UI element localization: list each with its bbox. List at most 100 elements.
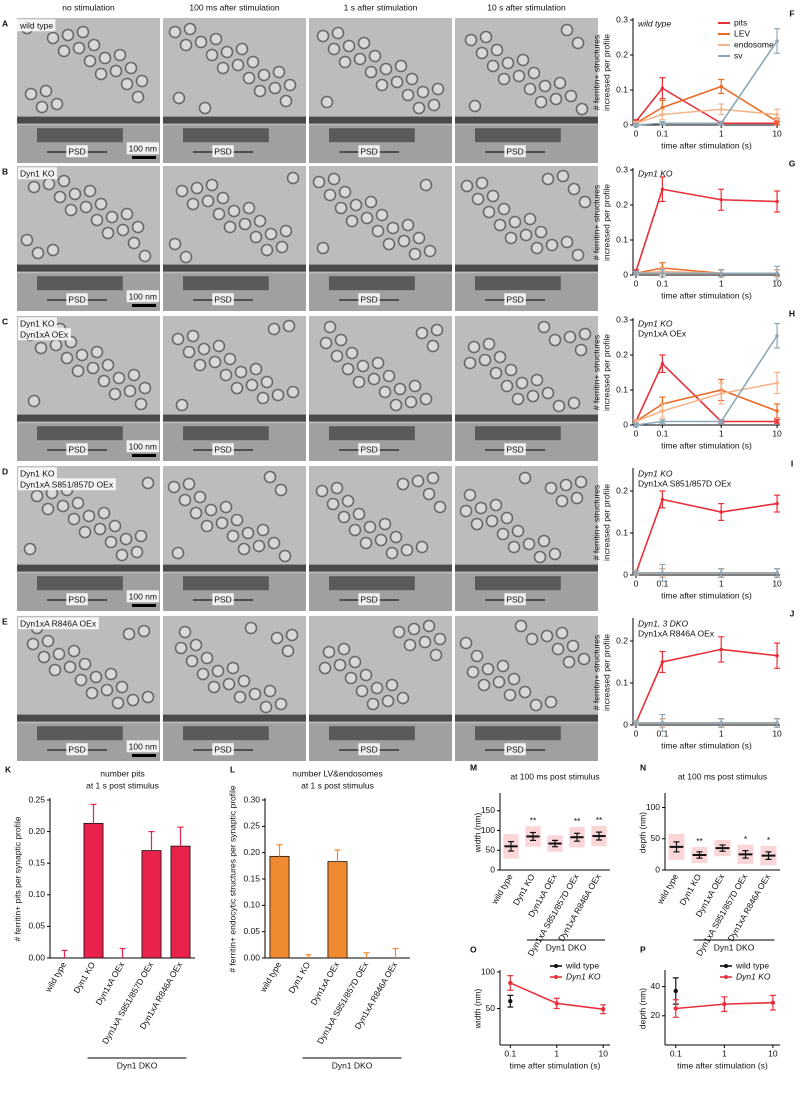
psd-label: PSD [506,294,523,304]
vesicle [555,626,569,640]
point [673,988,678,994]
vesicle [426,339,440,353]
y-tick-label: 0.2 [616,49,628,59]
vesicle [233,690,247,704]
vesicle [316,29,330,43]
label-background [66,593,88,606]
label-background [66,293,88,306]
vesicle [197,342,211,356]
vesicle [253,84,267,98]
vesicle [511,524,525,538]
panel-letter: G [789,158,796,168]
label-background [504,145,526,158]
vesicle [378,385,392,399]
x-tick-label: 10 [772,128,782,138]
vesicle [205,48,219,62]
bar [327,861,348,959]
vesicle [496,527,510,541]
vesicle [263,684,277,698]
group-label: Dyn1 DKO [714,942,755,952]
vesicle [104,535,118,549]
vesicle [98,51,112,65]
x-tick-label: 1 [719,728,724,738]
vesicle [549,92,563,106]
membrane [17,714,160,722]
label-background [126,290,159,303]
vesicle [56,499,70,513]
group-label: Dyn1 DKO [546,942,587,952]
vesicle [204,503,218,517]
vesicle [359,536,373,550]
series-line [635,335,778,426]
postsynapse [475,426,561,441]
genotype-label: Dyn1 KO [20,318,55,328]
membrane [163,414,306,422]
y-tick-label: 0.1 [616,84,628,94]
vesicle [486,189,500,203]
vesicle [61,28,75,42]
vesicle [389,398,403,412]
vesicle [427,98,441,112]
legend-label: Dyn1 KO [736,971,771,981]
point [660,419,665,424]
x-tick-label: Dyn1 KO [286,960,312,995]
y-axis-label: # ferritin+ structures [591,35,601,110]
vesicle [564,89,578,103]
membrane [17,414,160,422]
vesicle [419,178,433,192]
panel-letter: I [791,458,793,468]
vesicle [135,74,149,88]
vesicle [344,671,358,685]
bar [170,845,191,959]
point [508,980,513,986]
vesicle [475,46,489,60]
vesicle [375,208,389,222]
label-background [212,593,234,606]
point [660,112,665,117]
label-background [504,743,526,756]
vesicle [381,694,395,708]
vesicle [481,662,495,676]
vesicle [83,184,97,198]
label-background [504,293,526,306]
y-axis-label: # ferritin+ endocytic structures per syn… [227,785,237,973]
vesicle [378,517,392,531]
y-tick-label: 0.3 [616,14,628,24]
vesicle [334,333,348,347]
scale-bar-label: 100 nm [129,591,157,601]
vesicle [39,84,53,98]
vesicle [242,201,256,215]
vesicle [208,355,222,369]
subtitle: Dyn1xA S851/857D OEx [638,478,732,488]
vesicle [209,32,223,46]
vesicle [124,61,138,75]
x-tick-label: 0.1 [504,1048,516,1058]
membrane [455,714,598,722]
label-background [66,443,88,456]
vesicle [46,243,60,257]
legend-marker [724,964,728,968]
membrane [455,116,598,124]
label-background [17,19,56,32]
vesicle [256,523,270,537]
label-background [126,142,159,155]
vesicle [493,350,507,364]
x-tick-label: 0.1 [656,728,668,738]
vesicle [516,53,530,67]
vesicle [500,511,514,525]
postsynapse [329,576,415,591]
vesicle [544,481,558,495]
vesicle [551,642,565,656]
vesicle [97,506,111,520]
chart-title: at 1 s post stimulus [86,780,159,790]
vesicle [201,194,215,208]
y-tick-label: 0.05 [243,926,260,936]
vesicle [119,532,133,546]
vesicle [189,638,203,652]
vesicle [127,368,141,382]
subtitle: Dyn1 KO [638,468,673,478]
membrane [309,564,452,572]
vesicle [27,394,41,408]
vesicle [67,512,81,526]
point [673,1006,678,1011]
